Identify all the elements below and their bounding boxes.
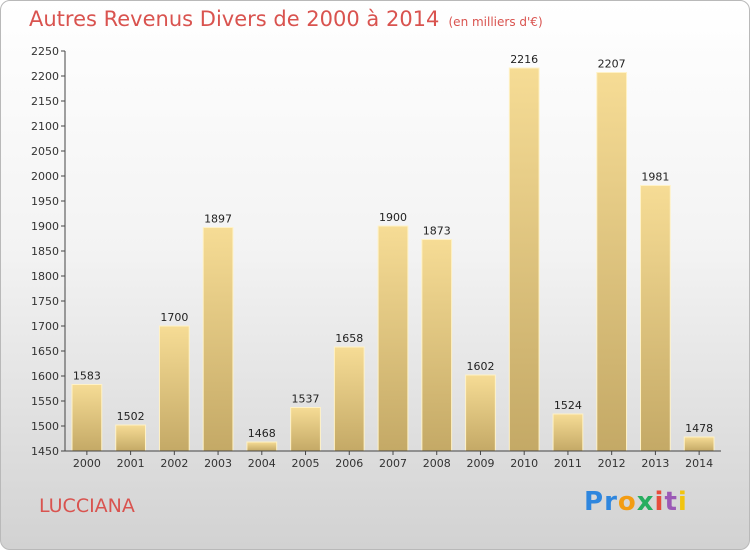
y-tick-label: 2100: [31, 120, 59, 133]
y-axis: 1450 1500 1550 1600 1650 1700 1750 1800 1850 1900…: [31, 45, 66, 458]
y-tick-label: 2000: [31, 170, 59, 183]
data-label: 1602: [466, 360, 494, 373]
brand-letter: P: [584, 487, 605, 517]
y-tick-label: 1850: [31, 245, 59, 258]
chart-title-unit: (en milliers d'€): [448, 15, 543, 29]
bar: [552, 413, 584, 452]
bar: [421, 239, 453, 452]
y-tick-label: 1600: [31, 370, 59, 383]
x-tick-label: 2013: [641, 457, 669, 470]
data-label: 1537: [292, 393, 320, 406]
y-tick-label: 1950: [31, 195, 59, 208]
x-tick-label: 2010: [510, 457, 538, 470]
bar: [290, 407, 321, 452]
data-label: 1524: [554, 399, 582, 412]
x-tick-label: 2009: [466, 457, 494, 470]
data-label: 1583: [73, 370, 101, 383]
x-axis: 2000 2001 2002 2003 2004 2005 2006 2007 2008 2009…: [65, 450, 721, 470]
brand-letter: r: [604, 487, 618, 517]
brand-logo: Proxiti: [584, 487, 688, 517]
bar: [508, 67, 540, 452]
bars: 1583 1502 1700 1897 1468 1537 1658 1900 1873 1602…: [71, 53, 715, 452]
x-tick-label: 2006: [335, 457, 363, 470]
location-label: LUCCIANA: [39, 495, 135, 517]
y-tick-label: 2150: [31, 95, 59, 108]
data-label: 1468: [248, 427, 276, 440]
data-label: 2207: [598, 58, 626, 71]
brand-letter: x: [636, 487, 655, 517]
y-tick-label: 1700: [31, 320, 59, 333]
x-tick-label: 2014: [685, 457, 713, 470]
x-tick-label: 2001: [117, 457, 145, 470]
y-tick-label: 2200: [31, 70, 59, 83]
data-label: 1700: [160, 311, 188, 324]
data-label: 1897: [204, 213, 232, 226]
bar: [377, 225, 409, 452]
bar: [158, 325, 190, 452]
chart-title-main: Autres Revenus Divers de 2000 à 2014: [29, 7, 440, 31]
data-label: 1981: [641, 171, 669, 184]
data-label: 1478: [685, 422, 713, 435]
brand-letter: i: [654, 487, 665, 517]
chart-title: Autres Revenus Divers de 2000 à 2014 (en…: [29, 7, 543, 31]
bar: [640, 185, 671, 452]
bar: [465, 374, 496, 452]
x-tick-label: 2003: [204, 457, 232, 470]
y-tick-label: 1500: [31, 420, 59, 433]
x-tick-label: 2008: [423, 457, 451, 470]
y-tick-label: 1550: [31, 395, 59, 408]
data-label: 1658: [335, 332, 363, 345]
y-tick-label: 2050: [31, 145, 59, 158]
x-tick-label: 2011: [554, 457, 582, 470]
bar: [596, 72, 628, 452]
x-tick-label: 2005: [292, 457, 320, 470]
data-label: 1900: [379, 211, 407, 224]
y-tick-label: 1750: [31, 295, 59, 308]
bar: [115, 424, 146, 452]
x-tick-label: 2002: [160, 457, 188, 470]
brand-letter: t: [664, 487, 678, 517]
data-label: 1502: [117, 410, 145, 423]
y-tick-label: 2250: [31, 45, 59, 58]
bar: [683, 436, 715, 452]
bar: [202, 227, 234, 452]
x-tick-label: 2004: [248, 457, 276, 470]
x-tick-label: 2007: [379, 457, 407, 470]
bar: [246, 441, 278, 452]
y-tick-label: 1650: [31, 345, 59, 358]
x-tick-label: 2000: [73, 457, 101, 470]
data-label: 2216: [510, 53, 538, 66]
brand-letter: o: [617, 487, 637, 517]
bar: [333, 346, 365, 452]
brand-letter: i: [677, 487, 688, 517]
y-tick-label: 1800: [31, 270, 59, 283]
data-label: 1873: [423, 225, 451, 238]
x-tick-label: 2012: [598, 457, 626, 470]
y-tick-label: 1900: [31, 220, 59, 233]
y-tick-label: 1450: [31, 445, 59, 458]
bar: [71, 384, 103, 452]
